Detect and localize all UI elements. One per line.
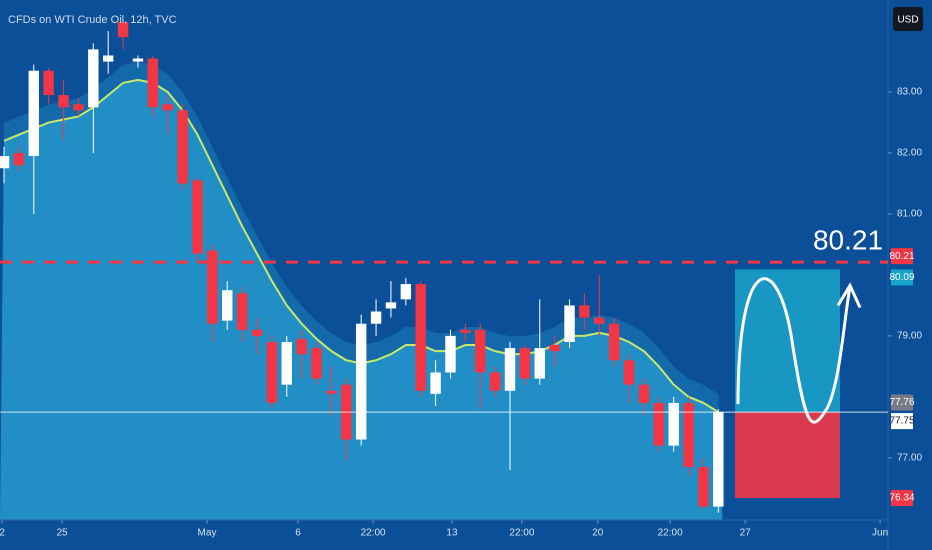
price-label: 76.34 — [889, 493, 914, 504]
candle-body — [117, 21, 129, 38]
candle-body — [608, 323, 620, 361]
candle-body — [0, 156, 10, 169]
candle-body — [177, 110, 188, 184]
candle-body — [489, 372, 501, 391]
price-label: 80.09 — [889, 272, 914, 283]
candle-body — [73, 104, 84, 111]
candle-body — [236, 293, 248, 330]
y-tick-label: 77.00 — [897, 452, 922, 463]
candle-body — [400, 284, 412, 300]
price-label-bg — [891, 413, 913, 430]
candle-body — [475, 329, 486, 373]
candle-body — [102, 55, 114, 62]
currency-button[interactable] — [893, 7, 923, 31]
candle-body — [683, 402, 694, 467]
y-tick-label: 82.00 — [897, 148, 922, 159]
candle-body — [207, 250, 218, 324]
candle-body — [28, 70, 39, 157]
projection-arrowhead — [836, 282, 862, 309]
x-tick-label: 20 — [592, 528, 604, 539]
price-label: 80.21 — [889, 251, 914, 262]
candle-body — [222, 290, 233, 321]
candle-body — [653, 402, 665, 446]
candle-body — [504, 348, 516, 391]
candle-body — [415, 284, 426, 391]
candle-body — [370, 311, 382, 324]
x-tick-label: 13 — [446, 528, 458, 539]
chart-title: CFDs on WTI Crude Oil, 12h, TVC — [8, 14, 177, 26]
x-tick-label: 22:00 — [361, 528, 386, 539]
candle-body — [88, 49, 99, 108]
candle-body — [266, 341, 278, 403]
price-label-bg — [891, 248, 913, 265]
candle-body — [579, 305, 590, 318]
candle-body — [326, 390, 337, 394]
projection-curve — [736, 277, 852, 424]
candle-body — [192, 180, 203, 254]
price-label: 77.76 — [889, 397, 914, 408]
x-tick-label: May — [198, 528, 217, 539]
candle-body — [251, 329, 263, 336]
candle-body — [623, 360, 635, 385]
candle-body — [311, 348, 322, 379]
y-tick-label: 83.00 — [897, 87, 922, 98]
candle-body — [281, 341, 292, 385]
price-label-bg — [891, 394, 913, 411]
x-tick-label: Jun — [872, 528, 888, 539]
price-label: 77.75 — [889, 416, 914, 427]
candle-body — [638, 384, 650, 403]
candle-body — [147, 58, 159, 108]
candle-body — [594, 317, 605, 324]
target-label: 80.21 — [813, 225, 883, 256]
x-tick-label: 25 — [56, 528, 68, 539]
y-tick-label: 79.00 — [897, 331, 922, 342]
candle-body — [564, 305, 575, 342]
currency-label: USD — [897, 15, 918, 26]
candle-body — [445, 335, 456, 373]
candle-body — [132, 58, 144, 62]
candle-body — [162, 104, 173, 111]
y-tick-label: 81.00 — [897, 209, 922, 220]
ma-area — [0, 79, 723, 521]
candle-body — [385, 302, 397, 309]
candle-body — [296, 338, 307, 355]
candle-body — [668, 402, 679, 446]
price-label-bg — [891, 269, 913, 286]
x-tick-label: 22:00 — [509, 528, 534, 539]
candle-body — [549, 345, 560, 352]
x-tick-label: 6 — [295, 528, 301, 539]
candle-body — [698, 466, 709, 507]
x-tick-label: 2 — [0, 528, 5, 539]
stop-zone — [735, 412, 840, 499]
candle-body — [43, 70, 54, 96]
candle-body — [13, 153, 25, 166]
target-zone — [735, 269, 840, 413]
x-tick-label: 27 — [740, 528, 752, 539]
price-label-bg — [891, 490, 913, 507]
candle-body — [519, 348, 531, 379]
candle-body — [713, 412, 724, 507]
candle-body — [534, 348, 545, 379]
candle-body — [58, 95, 69, 108]
candle-body — [460, 329, 471, 333]
candle-body — [430, 372, 441, 394]
x-tick-label: 22:00 — [658, 528, 683, 539]
candle-body — [355, 323, 367, 440]
